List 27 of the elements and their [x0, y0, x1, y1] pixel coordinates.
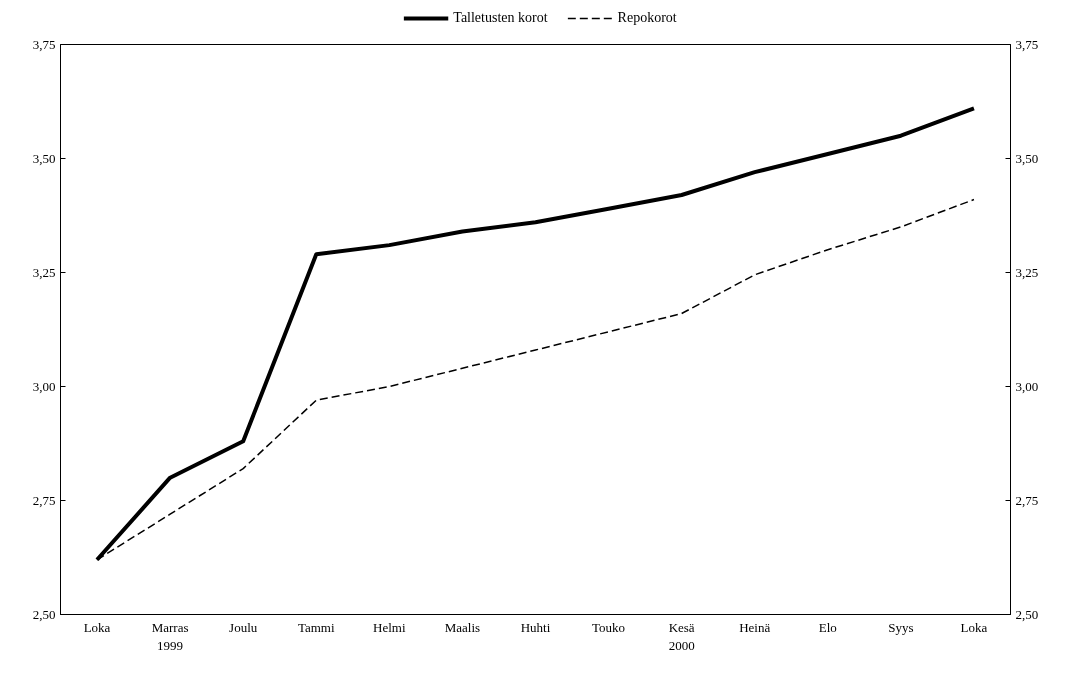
y2-tick-label: 2,75	[1015, 492, 1039, 508]
x-tick-label: Maalis	[444, 619, 481, 635]
x-tick-label: Huhti	[520, 619, 551, 635]
x-tick-label: Tammi	[297, 619, 335, 635]
legend-label: Talletusten korot	[453, 10, 548, 26]
x-tick-label: Joulu	[229, 619, 258, 635]
y2-tick-label: 3,00	[1015, 378, 1039, 394]
x-tick-label: Loka	[960, 619, 988, 635]
x-tick-label: Marras 1999	[151, 619, 189, 653]
y-tick-label: 3,00	[32, 378, 56, 394]
x-tick-label: Kesä 2000	[668, 619, 695, 653]
y2-tick-label: 3,75	[1015, 36, 1039, 52]
y2-tick-label: 2,50	[1015, 606, 1039, 622]
x-tick-label: Loka	[83, 619, 111, 635]
y-tick-label: 3,50	[32, 150, 56, 166]
y2-tick-label: 3,25	[1015, 264, 1039, 280]
y-tick-label: 2,75	[32, 492, 56, 508]
x-tick-label: Syys	[888, 619, 914, 635]
legend-label: Repokorot	[617, 10, 677, 26]
y-tick-label: 3,75	[32, 36, 56, 52]
x-tick-label: Heinä	[739, 619, 771, 635]
y2-tick-label: 3,50	[1015, 150, 1039, 166]
y-tick-label: 3,25	[32, 264, 56, 280]
y-tick-label: 2,50	[32, 606, 56, 622]
x-tick-label: Touko	[592, 619, 626, 635]
x-tick-label: Elo	[818, 619, 837, 635]
x-tick-label: Helmi	[373, 619, 406, 635]
